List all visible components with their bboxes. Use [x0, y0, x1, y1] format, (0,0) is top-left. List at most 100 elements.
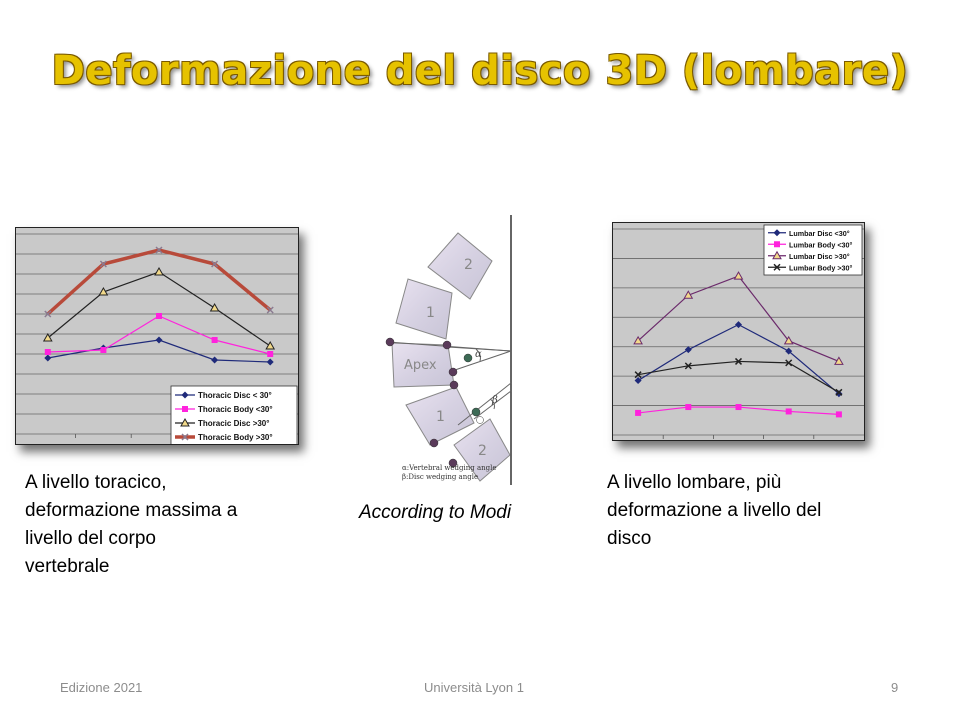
legend-label: Lumbar Body <30°	[789, 240, 853, 249]
modi-caption: According to Modi	[359, 502, 512, 523]
data-point	[634, 371, 642, 379]
data-point	[211, 337, 218, 343]
data-point	[267, 351, 274, 357]
legend-label: Lumbar Disc <30°	[789, 229, 850, 238]
data-point	[835, 411, 842, 418]
data-point	[685, 404, 692, 411]
svg-text:1: 1	[436, 409, 445, 425]
legend-label: Thoracic Disc < 30°	[198, 391, 272, 400]
legend-label: Thoracic Body >30°	[198, 433, 273, 442]
legend-marker	[181, 391, 189, 399]
lumbar-caption-line: deformazione a livello del	[607, 500, 822, 521]
legend-marker	[180, 417, 190, 427]
thoracic-caption-line: vertebrale	[25, 556, 110, 577]
data-point	[785, 408, 792, 415]
footer-university: Università Lyon 1	[424, 680, 524, 695]
legend-marker	[182, 406, 188, 412]
legend-beta: β:Disc wedging angle	[402, 473, 478, 481]
data-point	[835, 390, 843, 398]
data-point	[154, 266, 164, 276]
modi-vertebra-diagram: 2 1 Apex 1 2	[380, 215, 515, 485]
data-point	[733, 271, 744, 280]
legend-marker	[772, 250, 782, 260]
lumbar-chart-svg: Lumbar Disc <30° Lumbar Body <30° Lumbar D…	[613, 224, 864, 439]
series-line	[637, 323, 840, 395]
footer-edition: Edizione 2021	[60, 680, 143, 695]
lumbar-caption-line: A livello lombare, più	[607, 472, 782, 493]
series-1	[44, 336, 274, 366]
data-point	[155, 246, 163, 254]
series-line	[46, 248, 272, 316]
data-point	[635, 409, 642, 416]
series-2	[44, 313, 274, 357]
lumbar-caption-line: disco	[607, 528, 652, 549]
data-point	[785, 359, 793, 367]
page-number: 9	[891, 680, 899, 695]
thoracic-caption-line: deformazione massima a	[25, 500, 238, 521]
legend-label: Lumbar Body >30°	[789, 263, 853, 272]
legend-marker	[774, 241, 780, 248]
data-point	[266, 358, 274, 366]
data-point	[684, 346, 692, 354]
svg-text:Apex: Apex	[404, 358, 437, 373]
series-3	[42, 266, 276, 350]
series-line	[637, 275, 840, 362]
thoracic-chart-svg: Thoracic Disc < 30° Thoracic Body <30° Tho…	[16, 233, 298, 444]
data-point	[735, 321, 742, 329]
thoracic-caption-line: A livello toracico,	[25, 472, 167, 493]
legend-label: Lumbar Disc >30°	[789, 252, 850, 261]
data-point	[634, 377, 642, 385]
legend-marker	[181, 433, 189, 441]
series-4	[44, 246, 274, 318]
landmark-dots	[385, 337, 484, 468]
data-point	[100, 347, 107, 353]
series-line	[637, 360, 840, 393]
data-point	[209, 302, 220, 312]
lumbar-chart: Lumbar Disc <30° Lumbar Body <30° Lumbar D…	[612, 222, 865, 441]
data-point	[44, 310, 52, 318]
data-point	[44, 349, 51, 355]
beta-label: β	[491, 395, 498, 406]
chart-legend: Thoracic Disc < 30° Thoracic Body <30° Tho…	[170, 385, 298, 444]
vertebra-apex: Apex	[391, 342, 455, 388]
data-point	[265, 340, 276, 350]
data-point	[633, 335, 643, 345]
data-point	[155, 336, 163, 344]
data-point	[734, 357, 743, 365]
series-1	[634, 321, 843, 398]
vertebra-1-top: 1	[395, 278, 453, 340]
data-point	[785, 347, 793, 355]
data-point	[44, 354, 52, 362]
vertebra-2-top: 2	[427, 232, 493, 300]
lumbar-caption: A livello lombare, più deformazione a li…	[607, 469, 821, 553]
thoracic-caption-line: livello del corpo	[25, 528, 156, 549]
legend-box	[170, 385, 298, 444]
series-3	[633, 271, 844, 365]
legend-label: Thoracic Body <30°	[198, 405, 273, 414]
series-4	[634, 357, 843, 396]
data-point	[834, 356, 844, 365]
series-2	[635, 404, 842, 418]
svg-text:2: 2	[464, 257, 473, 273]
data-point	[42, 332, 53, 342]
svg-text:2: 2	[478, 443, 487, 459]
data-point	[683, 290, 694, 299]
legend-marker	[773, 263, 781, 271]
data-point	[835, 388, 843, 396]
thoracic-caption: A livello toracico, deformazione massima…	[25, 469, 237, 581]
vertebra-diagram-svg: 2 1 Apex 1 2	[385, 215, 512, 485]
svg-text:1: 1	[426, 305, 435, 321]
chart-legend: Lumbar Disc <30° Lumbar Body <30° Lumbar D…	[763, 224, 863, 276]
vertebra-2-bottom: 2	[453, 418, 511, 482]
slide-title: Deformazione del disco 3D (lombare)	[51, 48, 909, 94]
data-point	[735, 404, 742, 411]
series-line	[47, 315, 271, 355]
data-point	[156, 313, 162, 319]
legend-alpha: α:Vertebral wedging angle	[402, 464, 497, 472]
data-point	[211, 260, 219, 268]
data-point	[211, 356, 219, 364]
legend-label: Thoracic Disc >30°	[198, 419, 269, 428]
alpha-label: α	[475, 349, 482, 360]
data-point	[98, 286, 109, 296]
data-point	[99, 260, 107, 268]
